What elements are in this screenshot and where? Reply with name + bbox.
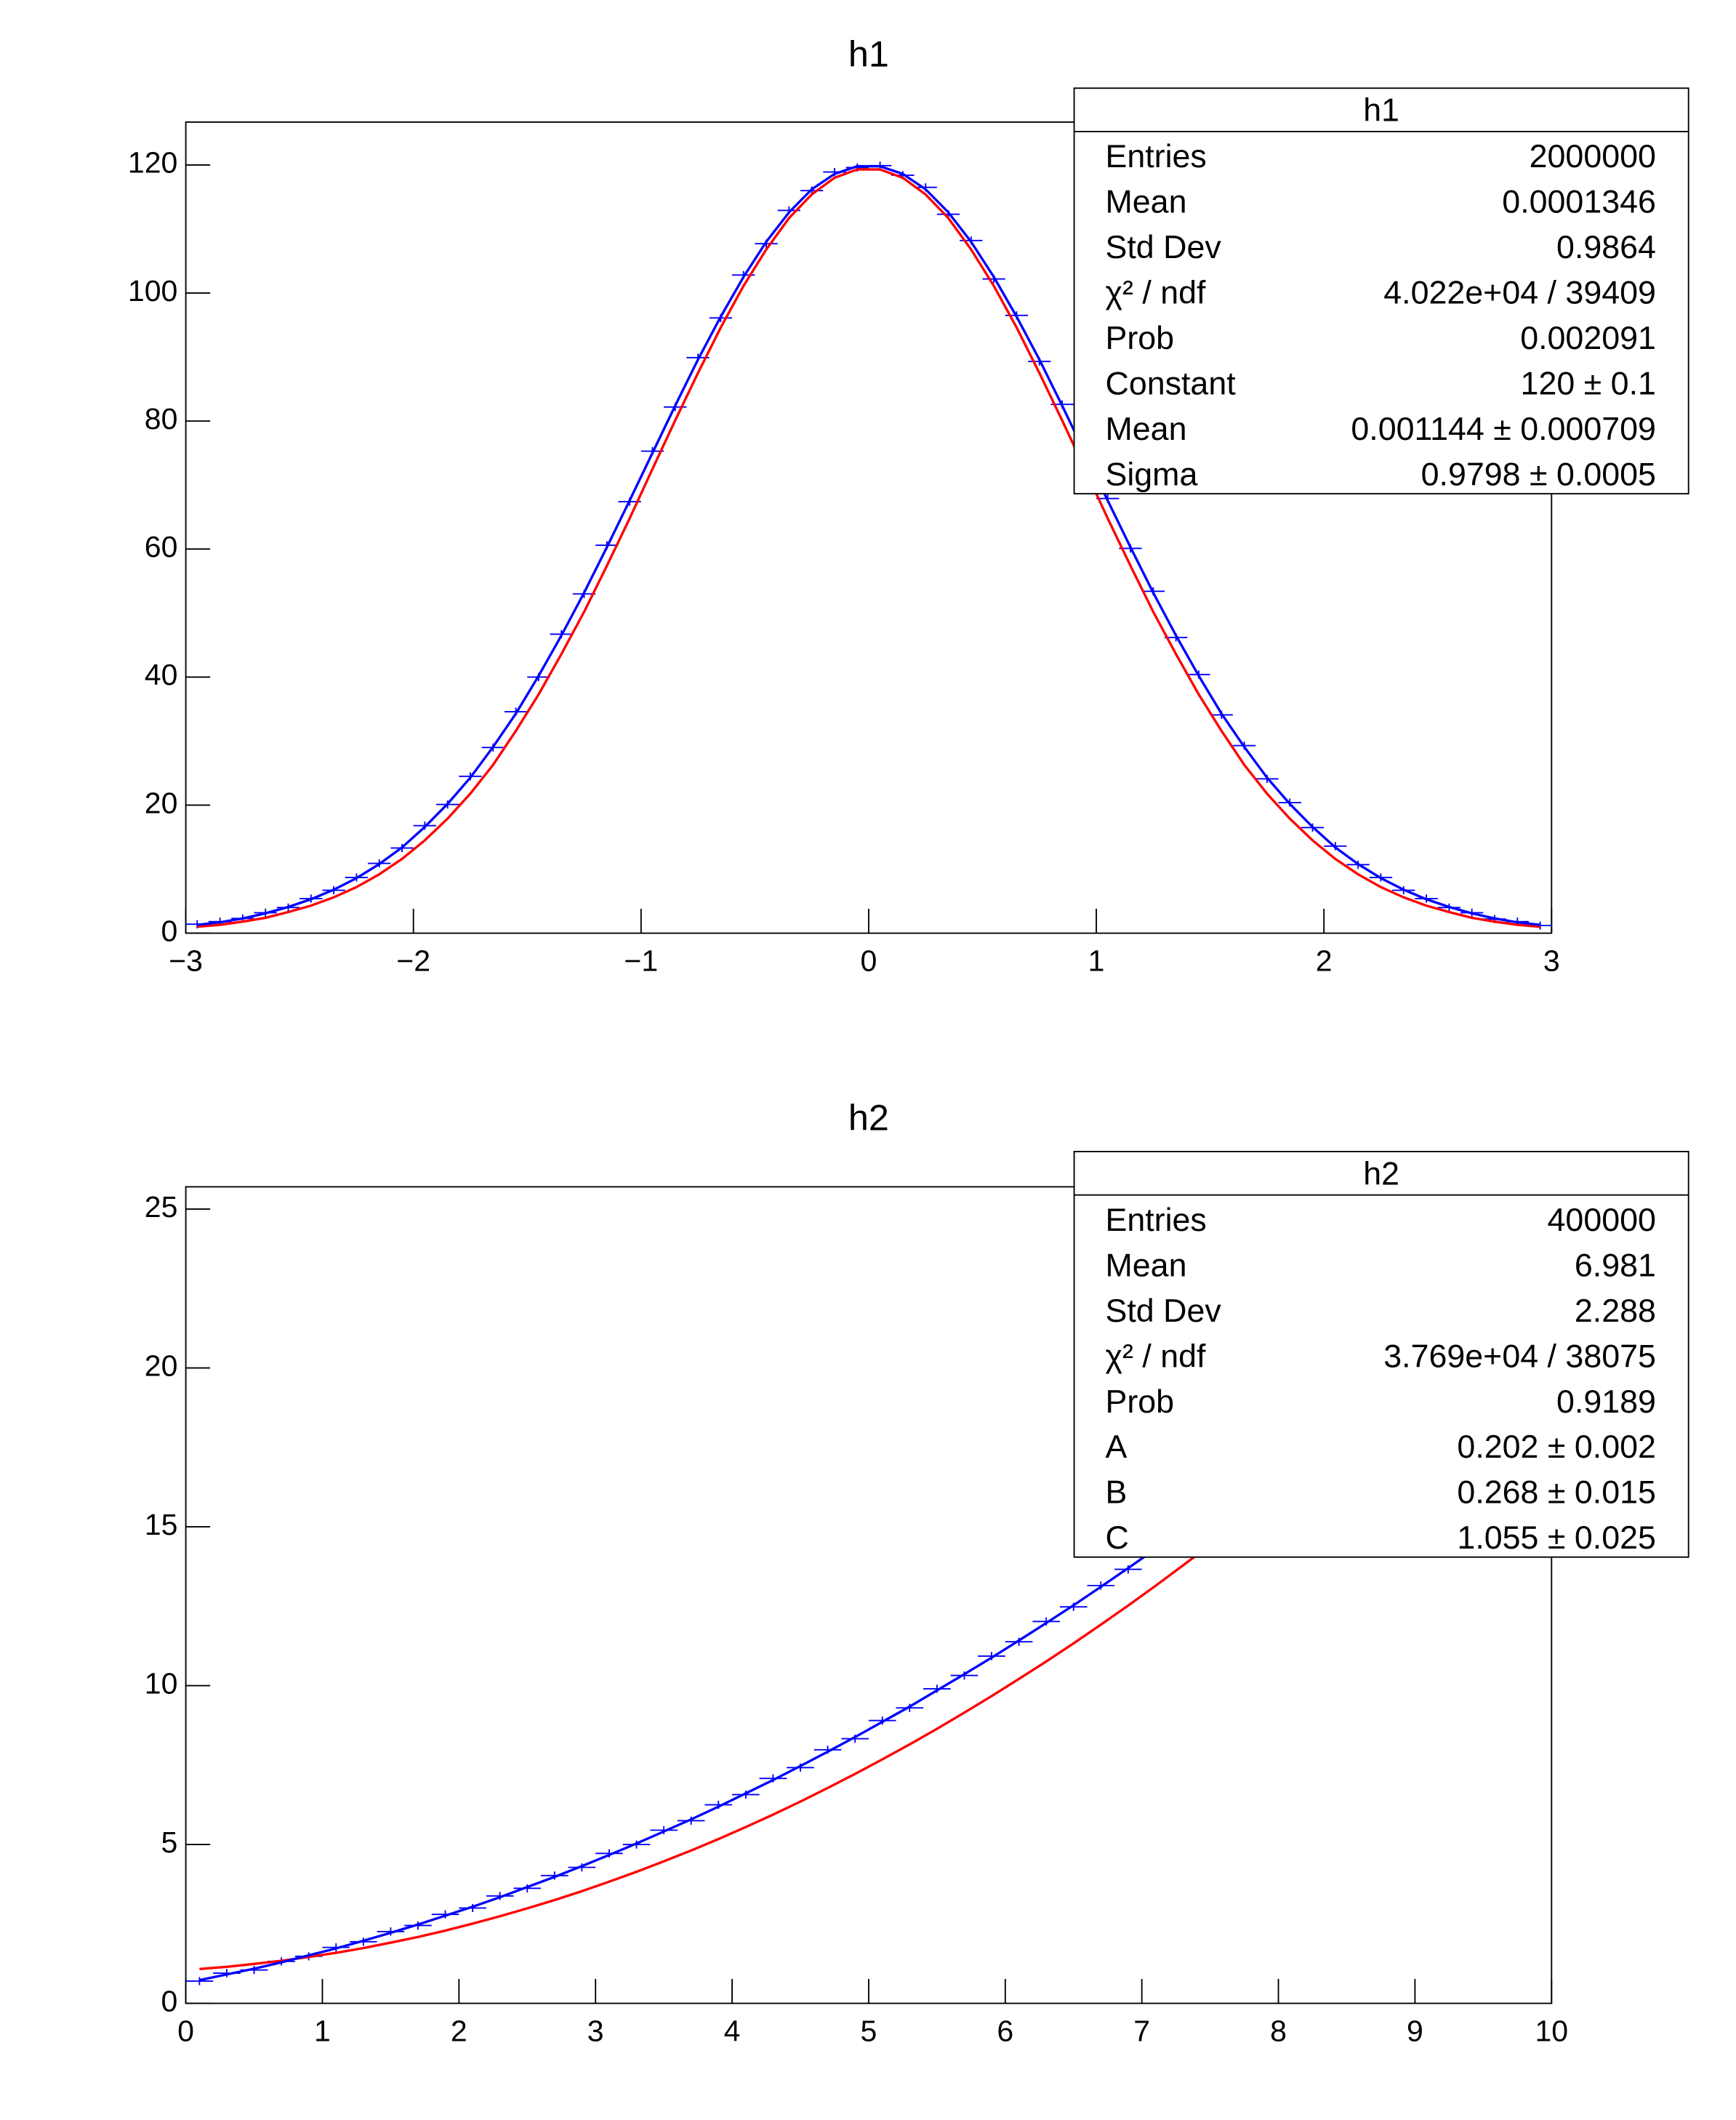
y-tick-label: 0: [161, 914, 178, 947]
y-tick-label: 15: [145, 1508, 178, 1541]
stats-value: 0.9798 ± 0.0005: [1421, 457, 1656, 493]
stats-name: B: [1105, 1474, 1127, 1511]
x-tick-label: 4: [724, 2014, 741, 2047]
stats-value: 0.9189: [1556, 1384, 1656, 1420]
stats-title: h2: [1363, 1155, 1399, 1192]
stats-value: 6.981: [1575, 1247, 1656, 1283]
x-tick-label: 2: [1316, 944, 1333, 977]
stats-name: Std Dev: [1105, 1293, 1221, 1329]
x-tick-label: 5: [861, 2014, 877, 2047]
x-tick-label: −3: [169, 944, 203, 977]
stats-name: Sigma: [1105, 457, 1197, 493]
x-tick-label: 1: [314, 2014, 331, 2047]
histogram-point: [185, 1977, 214, 1986]
stats-value: 2000000: [1530, 138, 1656, 174]
stats-value: 3.769e+04 / 38075: [1383, 1338, 1656, 1374]
stats-value: 120 ± 0.1: [1521, 366, 1656, 402]
fit-curve: [197, 164, 1540, 926]
y-tick-label: 25: [145, 1190, 178, 1224]
x-tick-label: 6: [997, 2014, 1013, 2047]
x-tick-label: −2: [396, 944, 430, 977]
x-tick-label: 1: [1088, 944, 1105, 977]
x-tick-label: −1: [624, 944, 658, 977]
stats-name: χ² / ndf: [1105, 275, 1206, 311]
chart-1: h2 0 5 10 15 20 25 0 1 2 3 4 5 6 7 8 9 10 h2 Entries 400000 M…: [145, 1096, 1689, 2047]
x-tick-label: 0: [177, 2014, 194, 2047]
stats-name: Mean: [1105, 1247, 1186, 1283]
stats-name: Mean: [1105, 411, 1186, 447]
y-tick-label: 40: [145, 658, 178, 691]
stats-value: 0.001144 ± 0.000709: [1351, 411, 1656, 447]
stats-title: h1: [1363, 92, 1399, 129]
stats-name: Entries: [1105, 138, 1206, 174]
y-tick-label: 20: [145, 786, 178, 819]
stats-value: 0.9864: [1556, 229, 1656, 265]
chart-0: h1 0 20 40 60 80 100 120 −3 −2 −1 0 1 2 3 h1 Entries 2000…: [128, 33, 1689, 977]
x-tick-label: 9: [1407, 2014, 1423, 2047]
x-tick-label: 3: [1543, 944, 1560, 977]
stats-name: Entries: [1105, 1202, 1206, 1238]
stats-frame: [1073, 87, 1689, 495]
fit-curve: [197, 168, 1540, 928]
stats-name: C: [1105, 1519, 1128, 1556]
y-tick-label: 60: [145, 530, 178, 563]
stats-value: 0.202 ± 0.002: [1457, 1429, 1656, 1465]
stats-box: h2 Entries 400000 Mean 6.981 Std Dev 2.288 χ² /…: [1073, 1150, 1689, 1558]
stats-name: Constant: [1105, 366, 1236, 402]
x-tick-label: 8: [1270, 2014, 1287, 2047]
stats-name: Prob: [1105, 320, 1174, 356]
x-tick-label: 0: [861, 944, 877, 977]
x-tick-label: 2: [451, 2014, 467, 2047]
stats-name: A: [1105, 1429, 1127, 1465]
stats-value: 1.055 ± 0.025: [1457, 1519, 1656, 1556]
stats-value: 400000: [1548, 1202, 1656, 1238]
y-tick-label: 10: [145, 1666, 178, 1700]
y-tick-label: 5: [161, 1826, 178, 1859]
stats-name: Mean: [1105, 184, 1186, 220]
x-tick-label: 3: [587, 2014, 604, 2047]
stats-value: 0.268 ± 0.015: [1457, 1474, 1656, 1511]
y-tick-label: 0: [161, 1984, 178, 2017]
stats-value: 0.0001346: [1502, 184, 1656, 220]
y-tick-label: 100: [128, 274, 177, 308]
stats-name: Std Dev: [1105, 229, 1221, 265]
x-tick-label: 7: [1133, 2014, 1150, 2047]
chart-title: h1: [848, 33, 889, 75]
chart-title: h2: [848, 1096, 889, 1138]
y-tick-label: 120: [128, 146, 177, 180]
stats-name: Prob: [1105, 1384, 1174, 1420]
y-tick-label: 20: [145, 1349, 178, 1382]
stats-value: 4.022e+04 / 39409: [1383, 275, 1656, 311]
stats-frame: [1073, 1150, 1689, 1558]
stats-name: χ² / ndf: [1105, 1338, 1206, 1374]
stats-value: 0.002091: [1520, 320, 1656, 356]
stats-box: h1 Entries 2000000 Mean 0.0001346 Std Dev 0.98…: [1073, 87, 1689, 495]
x-tick-label: 10: [1535, 2014, 1568, 2047]
y-tick-label: 80: [145, 402, 178, 435]
stats-value: 2.288: [1575, 1293, 1656, 1329]
